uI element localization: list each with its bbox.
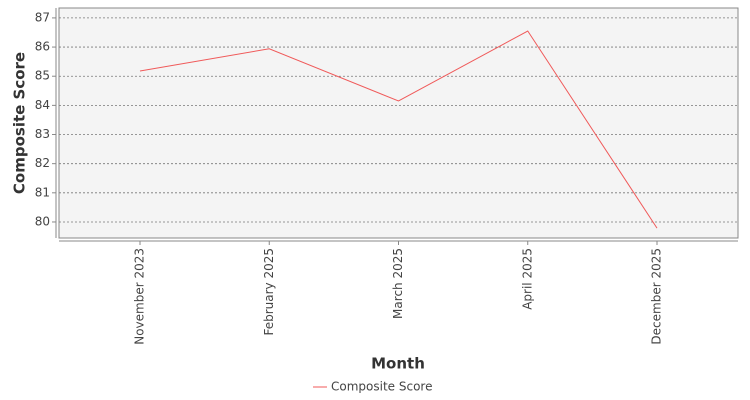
y-tick-label: 80	[35, 214, 50, 228]
y-axis-title: Composite Score	[11, 52, 29, 194]
y-tick-label: 86	[35, 40, 50, 54]
x-tick-label: April 2025	[520, 248, 534, 310]
y-tick-label: 85	[35, 69, 50, 83]
legend-label: Composite Score	[331, 380, 432, 394]
x-axis-title: Month	[371, 355, 425, 373]
line-series	[139, 30, 658, 229]
x-tick-label: December 2025	[650, 248, 664, 345]
x-tick-label: November 2023	[133, 248, 147, 345]
plot-area	[58, 7, 739, 239]
y-tick-label: 87	[35, 10, 50, 24]
x-tick-label: February 2025	[262, 248, 276, 336]
x-tick-label: March 2025	[391, 248, 405, 319]
y-tick-label: 82	[35, 156, 50, 170]
y-tick-label: 84	[35, 98, 50, 112]
y-tick-label: 81	[35, 185, 50, 199]
y-tick-label: 83	[35, 127, 50, 141]
